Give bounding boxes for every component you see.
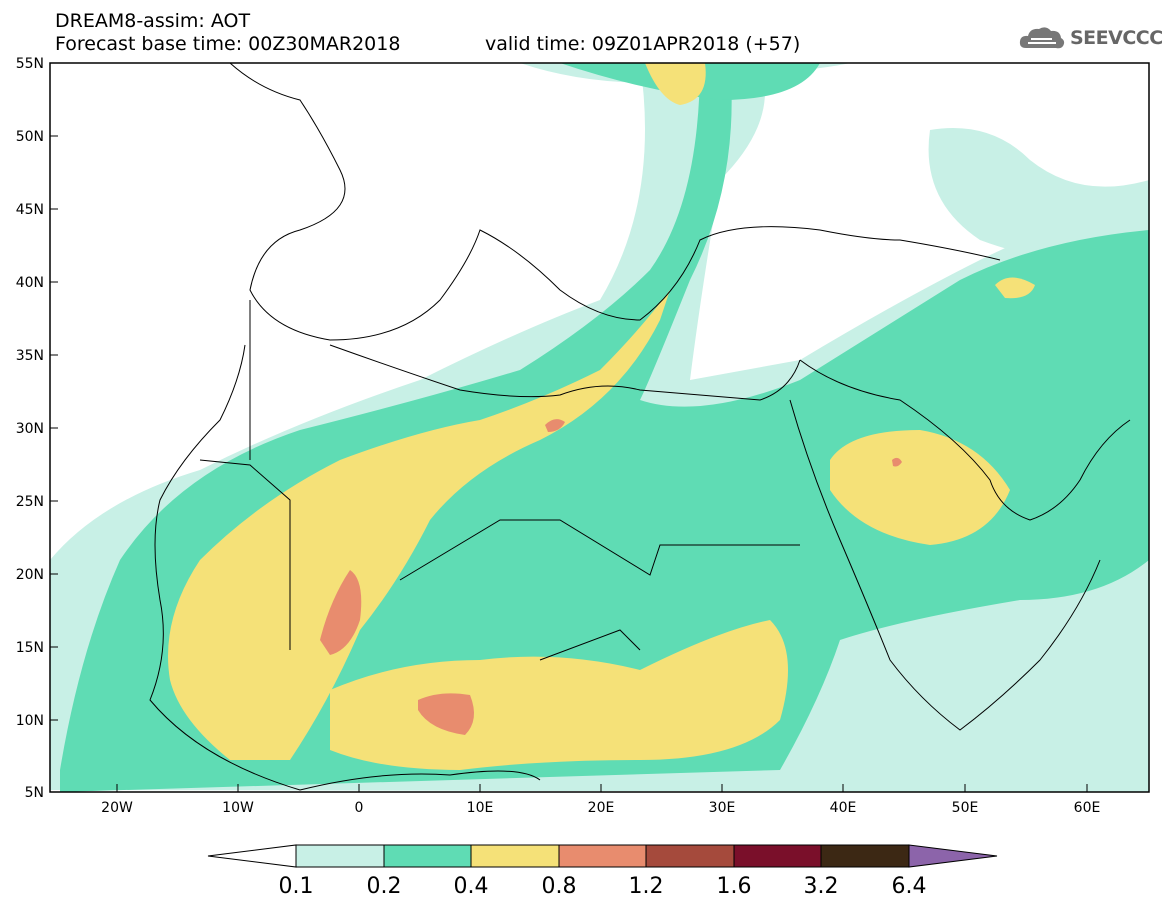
colorbar-low-arrow bbox=[207, 844, 297, 868]
colorbar bbox=[207, 844, 998, 868]
aot-band-0.8-arabia bbox=[892, 457, 902, 467]
lat-axis: 55N 50N 45N 40N 35N 30N 25N 20N 15N 10N … bbox=[16, 56, 58, 801]
colorbar-label: 1.2 bbox=[629, 874, 664, 899]
lon-tick-30e: 30E bbox=[709, 800, 736, 816]
colorbar-label: 0.8 bbox=[542, 874, 577, 899]
lon-tick-10e: 10E bbox=[467, 800, 494, 816]
aot-band-0.4-arabia bbox=[830, 430, 1010, 545]
aot-band-0.8-libya bbox=[545, 419, 565, 432]
aot-band-0.8-nigeria bbox=[418, 693, 474, 735]
aot-field bbox=[50, 63, 1149, 792]
colorbar-label: 1.6 bbox=[717, 874, 752, 899]
colorbar-high-arrow bbox=[908, 844, 998, 868]
title-base-time: Forecast base time: 00Z30MAR2018 bbox=[55, 33, 401, 55]
lat-tick-10n: 10N bbox=[16, 713, 44, 729]
border-sahara bbox=[199, 300, 800, 661]
colorbar-label: 0.4 bbox=[454, 874, 489, 899]
title-valid-time: valid time: 09Z01APR2018 (+57) bbox=[485, 33, 801, 55]
colorbar-label: 0.2 bbox=[367, 874, 402, 899]
coastline-north-africa bbox=[329, 344, 801, 401]
aot-band-0.4-west bbox=[168, 290, 670, 760]
lat-tick-30n: 30N bbox=[16, 421, 44, 437]
colorbar-box-5 bbox=[645, 844, 735, 868]
colorbar-label: 6.4 bbox=[892, 874, 927, 899]
coastline-africa bbox=[149, 344, 541, 791]
title-line-1: DREAM8-assim: AOT bbox=[55, 10, 251, 32]
lat-tick-45n: 45N bbox=[16, 202, 44, 218]
lon-tick-50e: 50E bbox=[952, 800, 979, 816]
coastlines bbox=[149, 63, 1131, 791]
aot-band-0.4-north bbox=[645, 63, 706, 105]
lat-tick-25n: 25N bbox=[16, 494, 44, 510]
aot-band-0.1-ne bbox=[928, 128, 1149, 263]
coastline-red-sea bbox=[789, 399, 1101, 731]
lon-tick-40e: 40E bbox=[830, 800, 857, 816]
lat-tick-50n: 50N bbox=[16, 129, 44, 145]
coastline-arabia-gulf bbox=[799, 359, 1131, 521]
aot-band-0.4-caspian bbox=[995, 277, 1035, 299]
colorbar-label: 0.1 bbox=[279, 874, 314, 899]
lon-tick-20e: 20E bbox=[588, 800, 615, 816]
colorbar-box-6 bbox=[733, 844, 822, 868]
coastline-europe bbox=[229, 63, 1001, 341]
lat-tick-15n: 15N bbox=[16, 640, 44, 656]
cloud-icon bbox=[1019, 27, 1065, 49]
aot-band-0.4-south bbox=[330, 620, 788, 770]
aot-band-0.8-sahel bbox=[320, 570, 362, 655]
lon-tick-20w: 20W bbox=[101, 800, 133, 816]
lat-tick-35n: 35N bbox=[16, 348, 44, 364]
lat-tick-5n: 5N bbox=[25, 785, 44, 801]
lon-tick-60e: 60E bbox=[1074, 800, 1101, 816]
lon-tick-10w: 10W bbox=[222, 800, 254, 816]
colorbar-box-2 bbox=[383, 844, 472, 868]
colorbar-label: 3.2 bbox=[804, 874, 839, 899]
colorbar-box-1 bbox=[295, 844, 385, 868]
lon-axis: 20W 10W 0 10E 20E 30E 40E 50E 60E bbox=[101, 784, 1100, 816]
colorbar-box-4 bbox=[558, 844, 647, 868]
seevccc-logo: SEEVCCC bbox=[1018, 24, 1163, 52]
logo-text: SEEVCCC bbox=[1070, 27, 1163, 49]
lat-tick-40n: 40N bbox=[16, 275, 44, 291]
lon-tick-0: 0 bbox=[355, 800, 364, 816]
colorbar-box-7 bbox=[820, 844, 910, 868]
lat-tick-20n: 20N bbox=[16, 567, 44, 583]
colorbar-box-3 bbox=[470, 844, 560, 868]
lat-tick-55n: 55N bbox=[16, 56, 44, 72]
colorbar-labels: 0.1 0.2 0.4 0.8 1.2 1.6 3.2 6.4 bbox=[279, 874, 927, 899]
